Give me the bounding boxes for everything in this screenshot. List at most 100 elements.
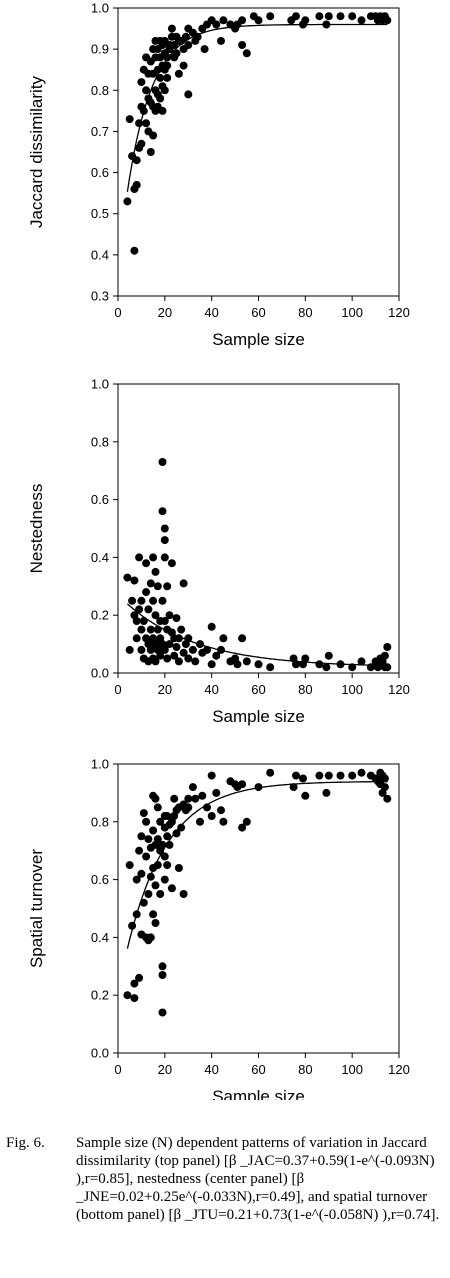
data-point — [137, 139, 146, 148]
y-tick-label: 0.9 — [91, 42, 109, 57]
data-point — [212, 788, 221, 797]
data-point — [172, 643, 181, 651]
data-point — [242, 49, 251, 58]
data-point — [123, 991, 132, 1000]
x-tick-label: 0 — [114, 305, 121, 320]
data-point — [357, 768, 366, 777]
data-point — [142, 86, 151, 95]
x-tick-label: 100 — [341, 1062, 363, 1077]
data-point — [123, 197, 132, 206]
data-point — [167, 559, 176, 568]
data-point — [193, 32, 202, 41]
data-point — [132, 634, 141, 643]
data-point — [212, 20, 221, 29]
x-axis-label: Sample size — [212, 707, 305, 726]
data-point — [158, 507, 167, 516]
chart-panel-2: 0 20 40 60 80 100 120 0.0 0.2 0.4 0.6 0.8 1.0 Sample … — [27, 377, 410, 727]
data-point — [217, 645, 225, 654]
data-point — [292, 660, 300, 669]
x-tick-label: 20 — [158, 305, 172, 320]
y-tick-label: 0.4 — [91, 930, 109, 945]
data-point — [203, 645, 211, 654]
data-point — [130, 246, 139, 255]
data-point — [188, 645, 197, 654]
data-point — [135, 605, 144, 614]
data-point — [156, 890, 165, 898]
data-point — [156, 94, 165, 103]
data-point — [188, 783, 197, 792]
y-tick-label: 0.8 — [91, 83, 109, 98]
data-point — [137, 645, 146, 654]
data-point — [156, 817, 165, 826]
data-point — [167, 24, 176, 33]
y-axis-label: Nestedness — [27, 484, 46, 574]
data-point — [348, 663, 357, 672]
data-point — [139, 898, 148, 907]
data-point — [163, 61, 172, 70]
data-point — [184, 803, 193, 812]
x-tick-label: 40 — [204, 305, 218, 320]
figure-panels: 0 20 40 60 80 100 120 0.3 0.4 0.5 0.6 0.7 0.8 0.9 1.0 S… — [27, 1, 410, 1101]
data-point — [153, 625, 162, 634]
data-point — [167, 884, 176, 893]
data-point — [130, 576, 139, 585]
caption-label: Fig. 6. — [6, 1135, 45, 1151]
data-point — [146, 148, 155, 156]
data-point — [219, 817, 228, 826]
data-point — [165, 611, 174, 620]
data-point — [203, 803, 211, 812]
x-tick-label: 0 — [114, 682, 121, 697]
data-point — [292, 12, 300, 21]
x-tick-label: 120 — [388, 305, 410, 320]
data-point — [207, 771, 216, 780]
data-point — [163, 654, 172, 663]
data-point — [376, 768, 385, 777]
y-axis-label: Spatial turnover — [27, 849, 46, 968]
data-point — [151, 611, 160, 620]
data-point — [174, 69, 183, 78]
x-tick-label: 60 — [251, 1062, 265, 1077]
data-point — [233, 660, 242, 669]
data-point — [137, 625, 146, 634]
data-point — [144, 835, 153, 844]
data-point — [172, 49, 181, 58]
data-point — [137, 869, 146, 878]
y-tick-label: 0.6 — [91, 492, 109, 507]
data-point — [139, 617, 148, 625]
x-tick-label: 20 — [158, 682, 172, 697]
data-point — [179, 61, 188, 70]
data-point — [254, 16, 263, 25]
data-point — [238, 16, 247, 25]
data-point — [289, 783, 298, 792]
data-point — [160, 553, 169, 562]
data-point — [125, 645, 134, 654]
data-point — [151, 657, 160, 666]
data-point — [132, 180, 141, 189]
data-point — [207, 812, 216, 820]
data-point — [160, 536, 169, 545]
data-point — [184, 90, 193, 99]
x-tick-label: 120 — [388, 682, 410, 697]
data-point — [170, 794, 179, 803]
data-point — [266, 663, 275, 672]
data-point — [160, 875, 169, 884]
data-point — [266, 768, 275, 777]
data-point — [238, 41, 247, 49]
data-point — [378, 657, 387, 666]
data-point — [179, 648, 188, 657]
data-point — [144, 890, 153, 898]
data-point — [142, 852, 151, 861]
data-point — [315, 771, 324, 780]
x-axis-label: Sample size — [212, 1087, 305, 1100]
data-point — [160, 524, 169, 533]
data-point — [380, 774, 389, 783]
x-tick-label: 80 — [298, 682, 312, 697]
data-point — [172, 614, 181, 623]
y-tick-label: 0.0 — [91, 666, 109, 681]
data-point — [146, 579, 155, 588]
data-point — [135, 553, 144, 562]
data-point — [151, 919, 160, 927]
data-point — [151, 567, 160, 576]
data-point — [383, 794, 392, 803]
y-tick-label: 0.0 — [91, 1046, 109, 1061]
